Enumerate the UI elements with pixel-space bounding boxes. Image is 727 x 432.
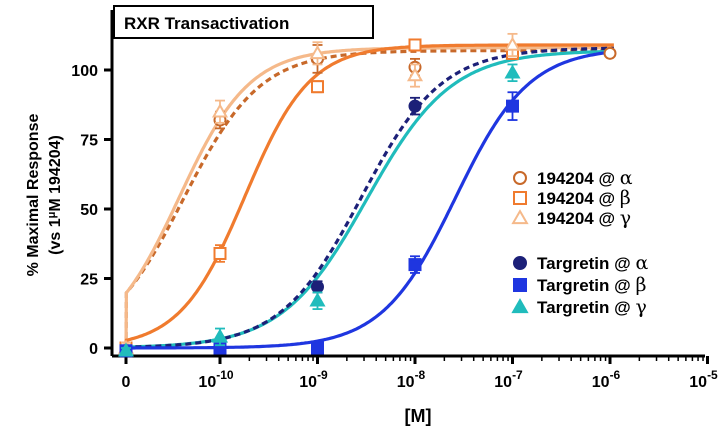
x-tick-label: 10-6 bbox=[592, 368, 621, 391]
legend-label: Targretin @ γ bbox=[537, 296, 647, 318]
legend-marker bbox=[513, 278, 527, 292]
data-point bbox=[504, 64, 521, 79]
data-point bbox=[213, 246, 227, 260]
data-point bbox=[406, 67, 424, 82]
y-axis-title: % Maximal Response bbox=[25, 114, 42, 277]
fit-curve bbox=[124, 46, 614, 349]
data-point bbox=[311, 280, 324, 294]
x-tick-label: 10-8 bbox=[397, 368, 426, 391]
data-point bbox=[408, 38, 422, 52]
x-tick-label: 10-10 bbox=[198, 368, 233, 391]
y-tick-label: 100 bbox=[71, 63, 98, 80]
y-tick-label: 75 bbox=[80, 133, 98, 150]
legend-marker bbox=[513, 256, 527, 270]
legend-marker bbox=[511, 298, 529, 314]
data-point bbox=[211, 328, 229, 343]
data-point bbox=[211, 103, 229, 118]
y-axis-title-line2: (vs 1μM 194204) bbox=[46, 135, 64, 255]
legend-marker bbox=[513, 191, 527, 205]
axes: 0 25 50 75 100 0 10-10 10-9 10-8 10-7 10-6 10-5 bbox=[71, 10, 718, 391]
legend-label: Targretin @ α bbox=[537, 252, 648, 274]
fit-curve bbox=[126, 50, 615, 350]
data-point bbox=[408, 258, 422, 272]
data-point bbox=[311, 80, 324, 94]
y-tick-label: 25 bbox=[80, 272, 98, 289]
fit-curve bbox=[124, 43, 614, 349]
data-point bbox=[311, 341, 324, 355]
data-points bbox=[117, 32, 617, 358]
legend-marker bbox=[511, 209, 529, 225]
data-point bbox=[309, 44, 326, 60]
legend-label: Targretin @ β bbox=[537, 274, 646, 296]
data-point bbox=[603, 46, 617, 60]
chart-title-box bbox=[113, 5, 374, 39]
fit-curve bbox=[124, 46, 614, 349]
y-tick-label: 0 bbox=[89, 341, 98, 358]
legend-label: 194204 @ α bbox=[537, 167, 633, 189]
data-point bbox=[506, 99, 519, 113]
legend-label: 194204 @ β bbox=[537, 187, 631, 209]
x-tick-label: 0 bbox=[122, 374, 131, 391]
chart-title: RXR Transactivation bbox=[124, 14, 289, 33]
legend-marker bbox=[513, 171, 527, 185]
x-tick-label: 10-9 bbox=[299, 368, 328, 391]
x-tick-label: 10-5 bbox=[689, 368, 718, 391]
data-point bbox=[408, 99, 422, 113]
y-tick-label: 50 bbox=[80, 202, 98, 219]
x-tick-label: 10-7 bbox=[494, 368, 523, 391]
data-point bbox=[309, 292, 326, 307]
x-axis-title: [M] bbox=[405, 406, 432, 426]
legend-label: 194204 @ γ bbox=[537, 207, 631, 229]
fit-curves bbox=[124, 43, 615, 350]
data-point bbox=[117, 342, 135, 357]
data-point bbox=[504, 36, 521, 51]
